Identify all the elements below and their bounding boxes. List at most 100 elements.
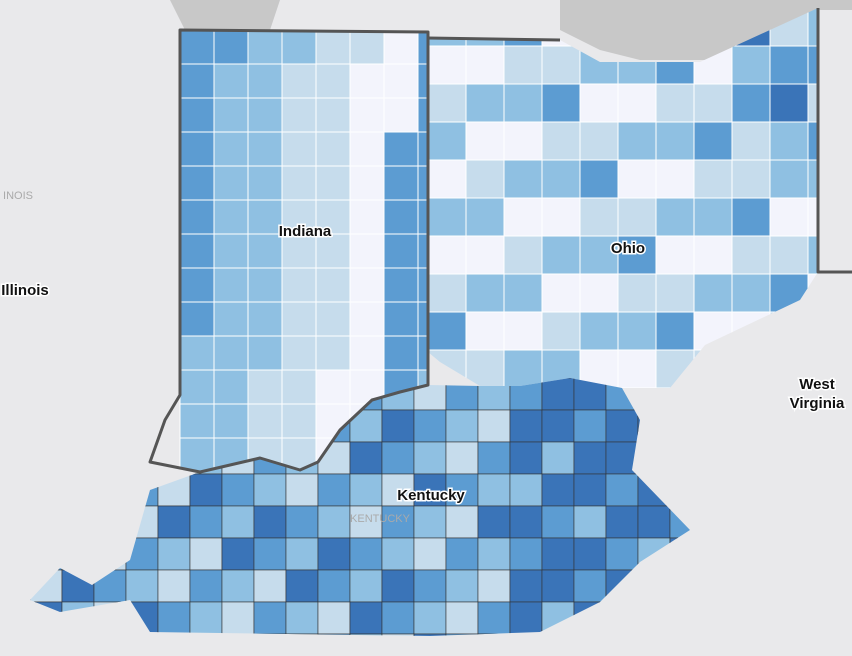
county xyxy=(465,235,505,275)
county xyxy=(807,197,818,237)
county xyxy=(349,30,385,65)
county xyxy=(213,403,249,439)
county xyxy=(605,409,639,443)
county xyxy=(541,505,575,539)
county xyxy=(383,267,419,303)
county xyxy=(509,409,543,443)
county xyxy=(213,97,249,133)
county xyxy=(413,537,447,571)
county xyxy=(655,159,695,199)
county xyxy=(417,63,428,99)
county xyxy=(247,199,283,235)
county xyxy=(541,273,581,313)
county xyxy=(731,83,771,123)
state-label: Virginia xyxy=(790,395,845,412)
county xyxy=(445,505,479,539)
county xyxy=(417,97,428,133)
county xyxy=(541,409,575,443)
county xyxy=(157,601,191,635)
county xyxy=(315,131,351,167)
county xyxy=(413,633,447,636)
county xyxy=(693,121,733,161)
county xyxy=(317,569,351,603)
county xyxy=(579,159,619,199)
county xyxy=(383,301,419,337)
county xyxy=(573,473,607,507)
county xyxy=(315,165,351,201)
county xyxy=(413,505,447,539)
county xyxy=(381,441,415,475)
county xyxy=(383,97,419,133)
county xyxy=(541,473,575,507)
county xyxy=(317,473,351,507)
county xyxy=(281,335,317,371)
county xyxy=(349,633,383,636)
county xyxy=(349,601,383,635)
county xyxy=(189,473,223,507)
county xyxy=(281,131,317,167)
county xyxy=(317,601,351,635)
county xyxy=(213,165,249,201)
county xyxy=(807,8,818,47)
county xyxy=(125,569,159,603)
county xyxy=(731,197,771,237)
county xyxy=(769,121,809,161)
county xyxy=(541,569,575,603)
county xyxy=(213,63,249,99)
county xyxy=(573,409,607,443)
county xyxy=(221,537,255,571)
county xyxy=(509,569,543,603)
county xyxy=(179,403,215,439)
county xyxy=(315,233,351,269)
county xyxy=(573,537,607,571)
county xyxy=(315,335,351,371)
county xyxy=(381,569,415,603)
county xyxy=(349,537,383,571)
county xyxy=(541,159,581,199)
county xyxy=(253,473,287,507)
county xyxy=(349,199,385,235)
county xyxy=(349,335,385,371)
county xyxy=(221,505,255,539)
county xyxy=(605,537,639,571)
county xyxy=(509,473,543,507)
county xyxy=(477,441,511,475)
county xyxy=(693,235,733,275)
county xyxy=(383,131,419,167)
county xyxy=(573,569,607,603)
faint-label: KENTUCKY xyxy=(350,513,411,525)
county xyxy=(189,505,223,539)
county xyxy=(769,45,809,85)
county xyxy=(179,97,215,133)
county xyxy=(281,199,317,235)
county xyxy=(807,121,818,161)
county xyxy=(315,63,351,99)
county xyxy=(315,30,351,65)
county xyxy=(477,601,511,635)
county xyxy=(731,45,771,85)
county xyxy=(655,235,695,275)
county xyxy=(281,63,317,99)
county xyxy=(477,473,511,507)
county xyxy=(693,83,733,123)
state-label: Kentucky xyxy=(397,487,465,504)
county xyxy=(281,233,317,269)
county xyxy=(579,197,619,237)
county xyxy=(417,233,428,269)
county xyxy=(417,165,428,201)
county xyxy=(157,537,191,571)
county xyxy=(315,97,351,133)
county xyxy=(769,83,809,123)
county xyxy=(655,273,695,313)
county xyxy=(541,311,581,351)
county xyxy=(221,569,255,603)
county xyxy=(157,505,191,539)
county xyxy=(247,267,283,303)
county xyxy=(213,369,249,405)
county xyxy=(445,601,479,635)
county xyxy=(417,301,428,337)
county xyxy=(541,537,575,571)
county xyxy=(281,165,317,201)
county xyxy=(413,569,447,603)
county xyxy=(253,537,287,571)
